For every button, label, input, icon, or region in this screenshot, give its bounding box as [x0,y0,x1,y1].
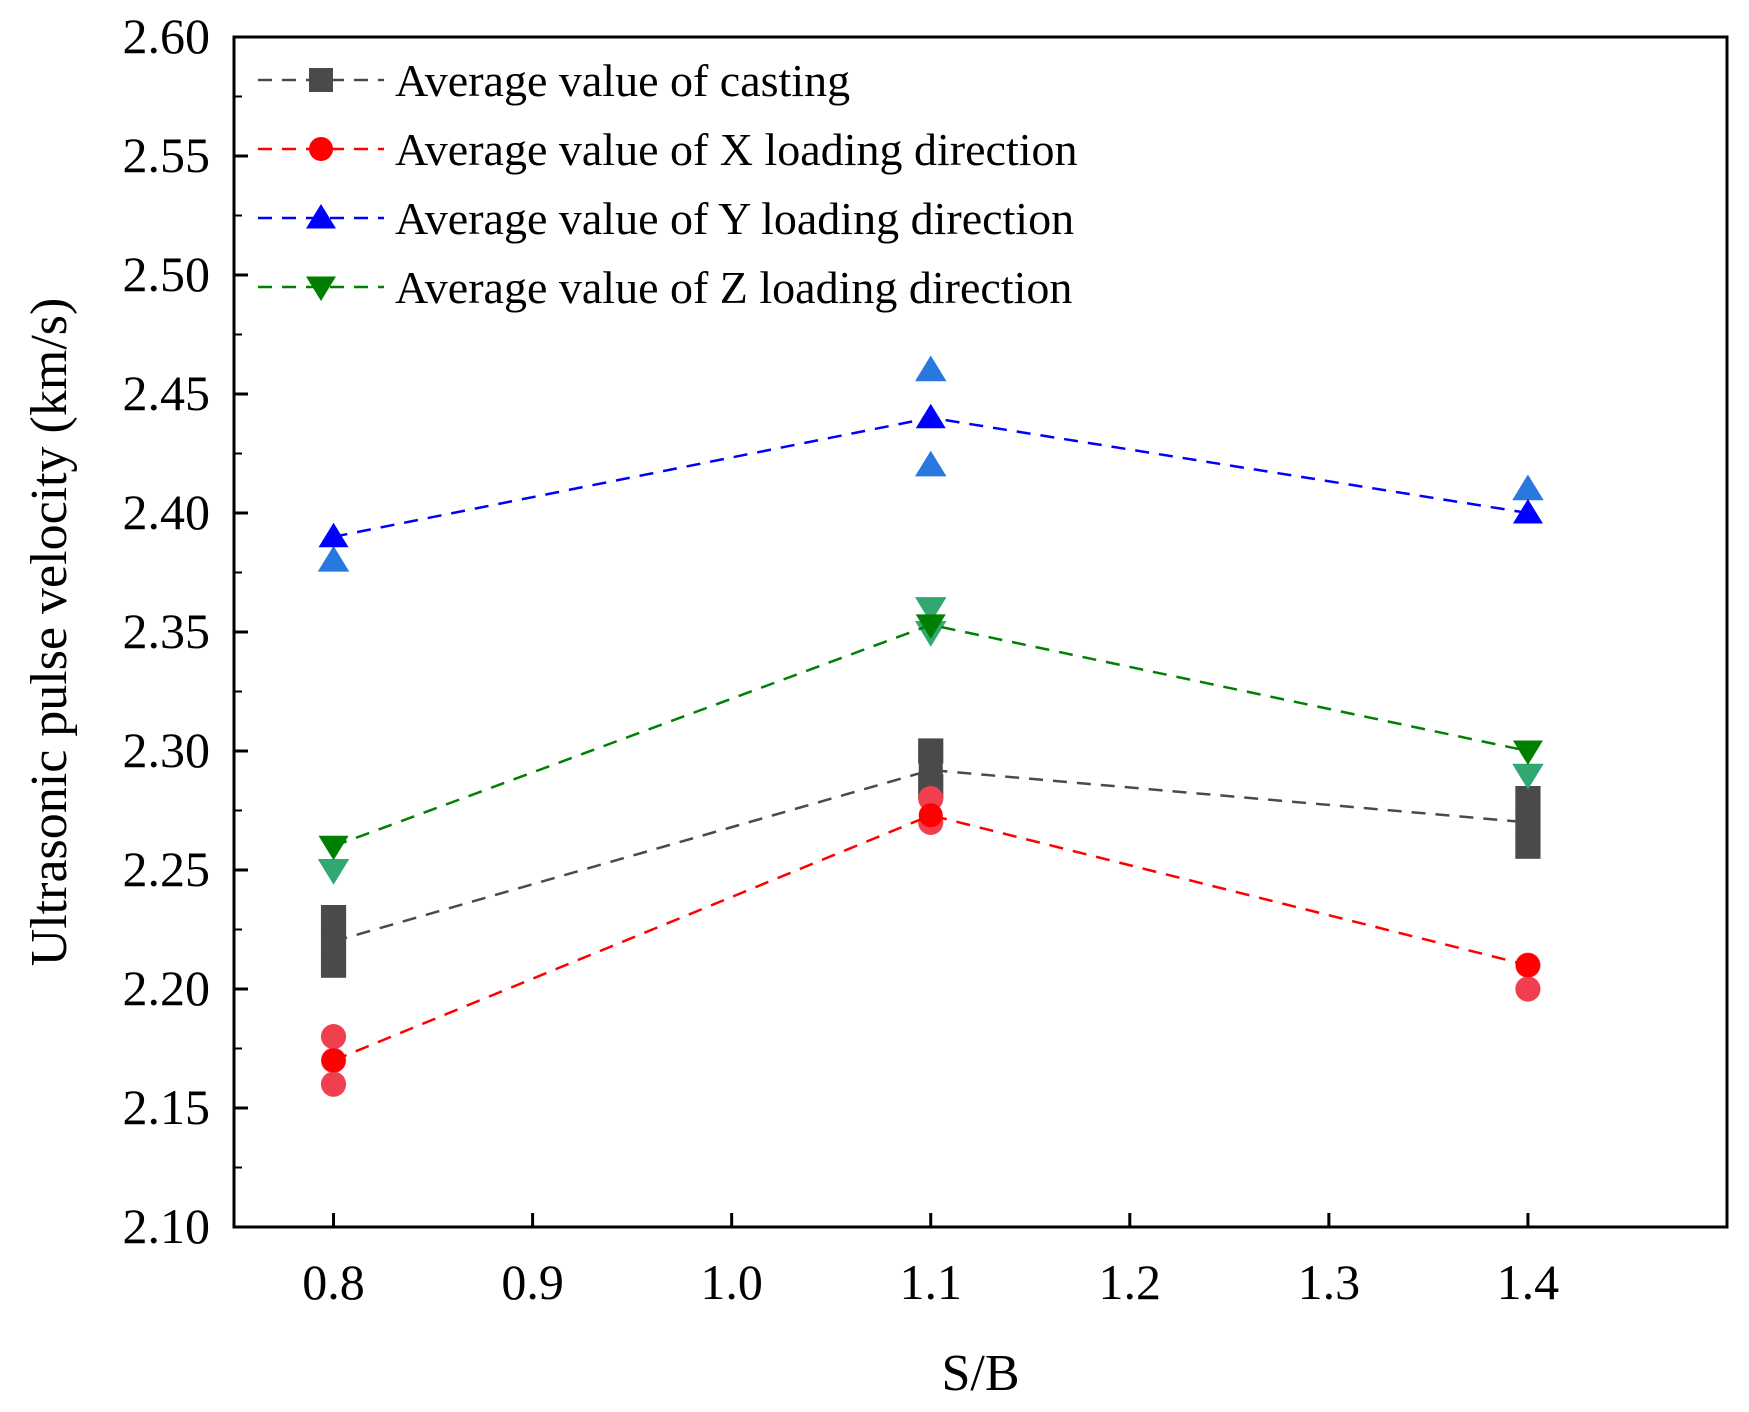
average-point [321,929,346,954]
average-point [1515,810,1540,835]
x-tick-label: 1.4 [1497,1254,1560,1310]
series-layer [317,355,1544,1097]
sample-point [914,450,947,477]
legend-marker [306,204,336,229]
average-point [1515,953,1540,978]
sample-point [1515,976,1541,1002]
average-point [318,522,349,548]
series-line [333,768,1529,943]
y-tick-label: 2.10 [123,1198,211,1254]
legend-label: Average value of X loading direction [395,124,1078,175]
y-tick-label: 2.45 [123,365,211,421]
sample-point [320,1071,347,1097]
average-point [1512,499,1543,524]
average-point [1512,740,1543,765]
legend-item: Average value of Z loading direction [258,262,1072,313]
legend-marker [306,276,336,301]
average-point [321,1048,346,1073]
sample-point [320,1024,347,1050]
legend-label: Average value of casting [395,55,850,106]
sample-point [320,952,347,978]
legend: Average value of casting Average value of… [258,55,1078,313]
series-2 [317,355,1544,572]
y-tick-label: 2.15 [123,1079,211,1135]
x-tick-label: 1.0 [700,1254,763,1310]
sample-point [320,905,347,931]
average-point [918,758,943,783]
sample-point [918,786,944,812]
y-tick-label: 2.35 [123,603,211,659]
average-point [918,803,943,828]
x-tick-label: 1.1 [899,1254,962,1310]
y-tick-label: 2.20 [123,960,211,1016]
x-tick-labels: 0.8 0.9 1.0 1.1 1.2 1.3 1.4 [302,1254,1559,1310]
series-1 [320,786,1541,1097]
y-tick-labels: 2.10 2.15 2.20 2.25 2.30 2.35 2.40 2.45 2.50 2.55… [123,8,211,1254]
average-point [915,403,946,429]
series-line [333,813,1529,1062]
sample-point [1515,786,1541,812]
y-tick-label: 2.30 [123,722,211,778]
y-tick-label: 2.55 [123,127,211,183]
legend-marker [309,137,333,161]
x-tick-label: 1.3 [1298,1254,1361,1310]
sample-point [1512,474,1544,501]
series-3 [317,597,1544,885]
average-point [915,614,946,639]
x-tick-label: 0.8 [302,1254,365,1310]
x-axis-title: S/B [941,1345,1019,1402]
series-line [333,416,1529,539]
sample-point [914,597,947,623]
legend-item: Average value of casting [258,55,850,106]
legend-label: Average value of Y loading direction [395,193,1074,244]
sample-point [317,858,350,885]
sample-point [914,355,947,382]
legend-label: Average value of Z loading direction [395,262,1072,313]
y-tick-label: 2.25 [123,841,211,897]
sample-point [1515,833,1541,859]
y-tick-label: 2.40 [123,484,211,540]
y-axis-title: Ultrasonic pulse velocity (km/s) [21,298,78,967]
y-tick-label: 2.60 [123,8,211,64]
series-0 [320,738,1541,978]
sample-point [317,545,350,572]
average-point [318,835,349,861]
plot-frame [232,35,1729,1229]
sample-point [1512,763,1544,790]
legend-item: Average value of X loading direction [258,124,1078,175]
x-tick-label: 0.9 [501,1254,564,1310]
y-tick-label: 2.50 [123,246,211,302]
x-tick-label: 1.2 [1099,1254,1162,1310]
legend-item: Average value of Y loading direction [258,193,1074,244]
legend-marker [309,68,333,92]
